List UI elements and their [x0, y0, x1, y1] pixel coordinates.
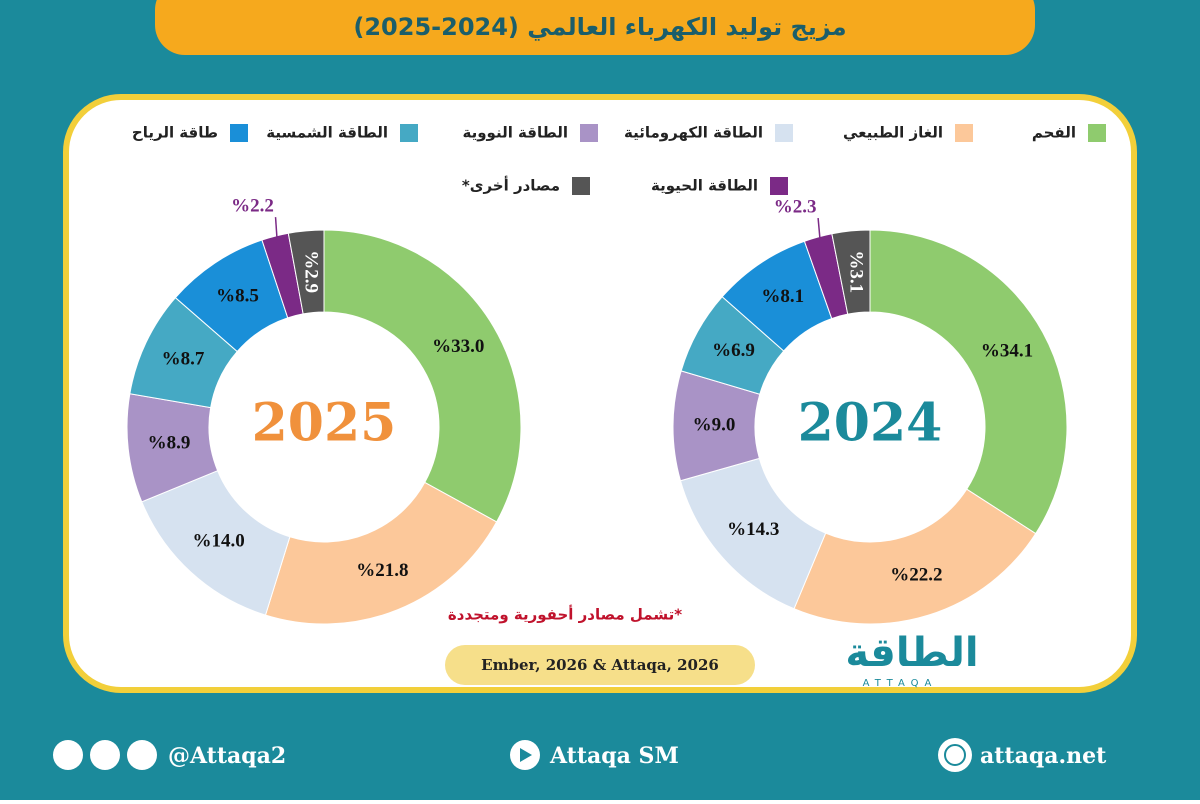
value-label: %8.1: [761, 286, 804, 307]
value-label: %33.0: [432, 336, 484, 357]
legend-swatch: [1088, 124, 1106, 142]
card: [63, 94, 1137, 693]
value-label: %3.1: [845, 250, 866, 293]
value-label: %2.2: [231, 195, 274, 216]
social-icons: [53, 738, 972, 772]
value-label: %9.0: [693, 414, 736, 435]
legend-swatch: [770, 177, 788, 195]
logo-latin: ATTAQA: [863, 678, 938, 689]
value-label: %8.9: [148, 432, 191, 453]
value-label: %2.9: [300, 250, 321, 293]
source-box: [445, 645, 755, 685]
legend-label: الطاقة الحيوية: [651, 177, 758, 195]
legend-label: الطاقة الشمسية: [266, 124, 388, 142]
legend-label: الغاز الطبيعي: [843, 124, 943, 142]
legend-label: طاقة الرياح: [132, 124, 218, 142]
value-label: %21.8: [356, 560, 408, 581]
legend-label: الفحم: [1032, 124, 1076, 142]
value-label: %22.2: [890, 564, 942, 585]
donut-center-title: 2024: [798, 393, 943, 454]
legend-swatch: [572, 177, 590, 195]
donut-slice: [831, 229, 871, 315]
footer-website: attaqa.net: [980, 743, 1107, 769]
donut-slice: [264, 481, 498, 625]
donut-slice: [323, 229, 522, 523]
value-label: %8.5: [216, 286, 259, 307]
header-bar: [155, 0, 1035, 55]
donut-slice: [793, 488, 1037, 625]
leader-line: [274, 217, 279, 246]
donut-center-title: 2025: [252, 393, 397, 454]
legend-label: الطاقة النووية: [462, 124, 568, 142]
legend-swatch: [955, 124, 973, 142]
source: Ember, 2026 & Attaqa, 2026: [481, 656, 719, 674]
footer-youtube: Attaqa SM: [549, 743, 679, 769]
legend-label: الطاقة الكهرومائية: [624, 124, 763, 142]
value-label: %14.0: [193, 530, 245, 551]
donut-slice: [869, 229, 1068, 535]
header-title: مزيج توليد الكهرباء العالمي (2024-2025): [353, 13, 846, 41]
value-label: %34.1: [981, 341, 1033, 362]
legend-swatch: [580, 124, 598, 142]
legend-swatch: [400, 124, 418, 142]
value-label: %2.3: [774, 196, 817, 217]
value-label: %6.9: [712, 340, 755, 361]
value-label: %8.7: [162, 348, 205, 369]
note: *تشمل مصادر أحفورية ومتجددة: [448, 605, 682, 624]
footer-social: @Attaqa2: [168, 743, 286, 769]
donut-slice: [287, 229, 325, 315]
legend-label: مصادر أخرى*: [462, 176, 560, 195]
legend-swatch: [775, 124, 793, 142]
legend-swatch: [230, 124, 248, 142]
logo: الطاقة: [845, 630, 978, 676]
value-label: %14.3: [727, 519, 779, 540]
leader-line: [817, 217, 822, 247]
